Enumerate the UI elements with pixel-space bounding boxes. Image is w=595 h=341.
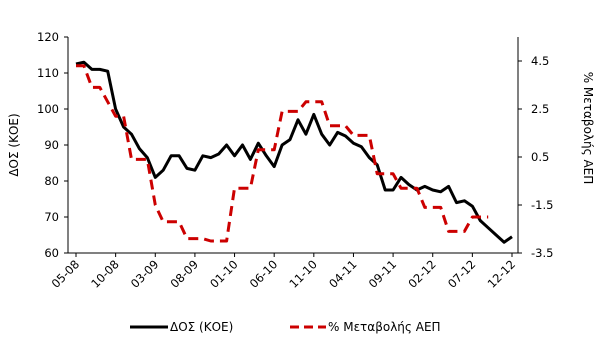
right-tick-label: -1.5	[531, 198, 553, 212]
series-line-1	[75, 60, 513, 244]
x-axis-ticks: 05-08 10-08 03-09 08-09 01-10 06-10 11-10 04-11…	[49, 253, 519, 291]
left-tick-label: 90	[44, 138, 59, 152]
axes	[67, 37, 519, 254]
legend: ΔΟΣ (ΚΟΕ) % Μεταβολής ΑΕΠ	[130, 320, 441, 334]
left-tick-label: 120	[37, 30, 59, 44]
series-line-2	[76, 64, 489, 243]
x-tick-label: 08-09	[167, 257, 201, 291]
series	[75, 60, 513, 244]
right-axis-ticks: -3.5 -1.5 0.5 2.5 4.5	[518, 54, 553, 260]
x-tick-label: 02-12	[405, 257, 439, 291]
right-tick-label: 0.5	[531, 150, 549, 164]
x-tick-label: 01-10	[207, 257, 241, 291]
right-tick-label: 4.5	[531, 54, 549, 68]
x-tick-label: 04-11	[326, 257, 360, 291]
x-tick-label: 05-08	[49, 257, 83, 291]
left-tick-label: 60	[44, 246, 59, 260]
legend-label-series-2: % Μεταβολής ΑΕΠ	[328, 320, 441, 334]
x-tick-label: 03-09	[128, 257, 162, 291]
left-axis-title: ΔΟΣ (ΚΟΕ)	[7, 113, 21, 176]
left-tick-label: 70	[44, 210, 59, 224]
x-tick-label: 11-10	[286, 257, 320, 291]
x-tick-label: 12-12	[485, 257, 519, 291]
left-tick-label: 110	[37, 66, 59, 80]
x-tick-label: 06-10	[247, 257, 281, 291]
x-tick-label: 09-11	[366, 257, 400, 291]
right-axis-title: % Μεταβολής ΑΕΠ	[581, 72, 595, 185]
x-tick-label: 10-08	[88, 257, 122, 291]
left-tick-label: 80	[44, 174, 59, 188]
legend-label-series-1: ΔΟΣ (ΚΟΕ)	[170, 320, 233, 334]
left-axis-ticks: 60 70 80 90 100 110 120	[37, 30, 68, 260]
right-tick-label: 2.5	[531, 102, 549, 116]
x-tick-label: 07-12	[445, 257, 479, 291]
left-tick-label: 100	[37, 102, 59, 116]
right-tick-label: -3.5	[531, 246, 553, 260]
